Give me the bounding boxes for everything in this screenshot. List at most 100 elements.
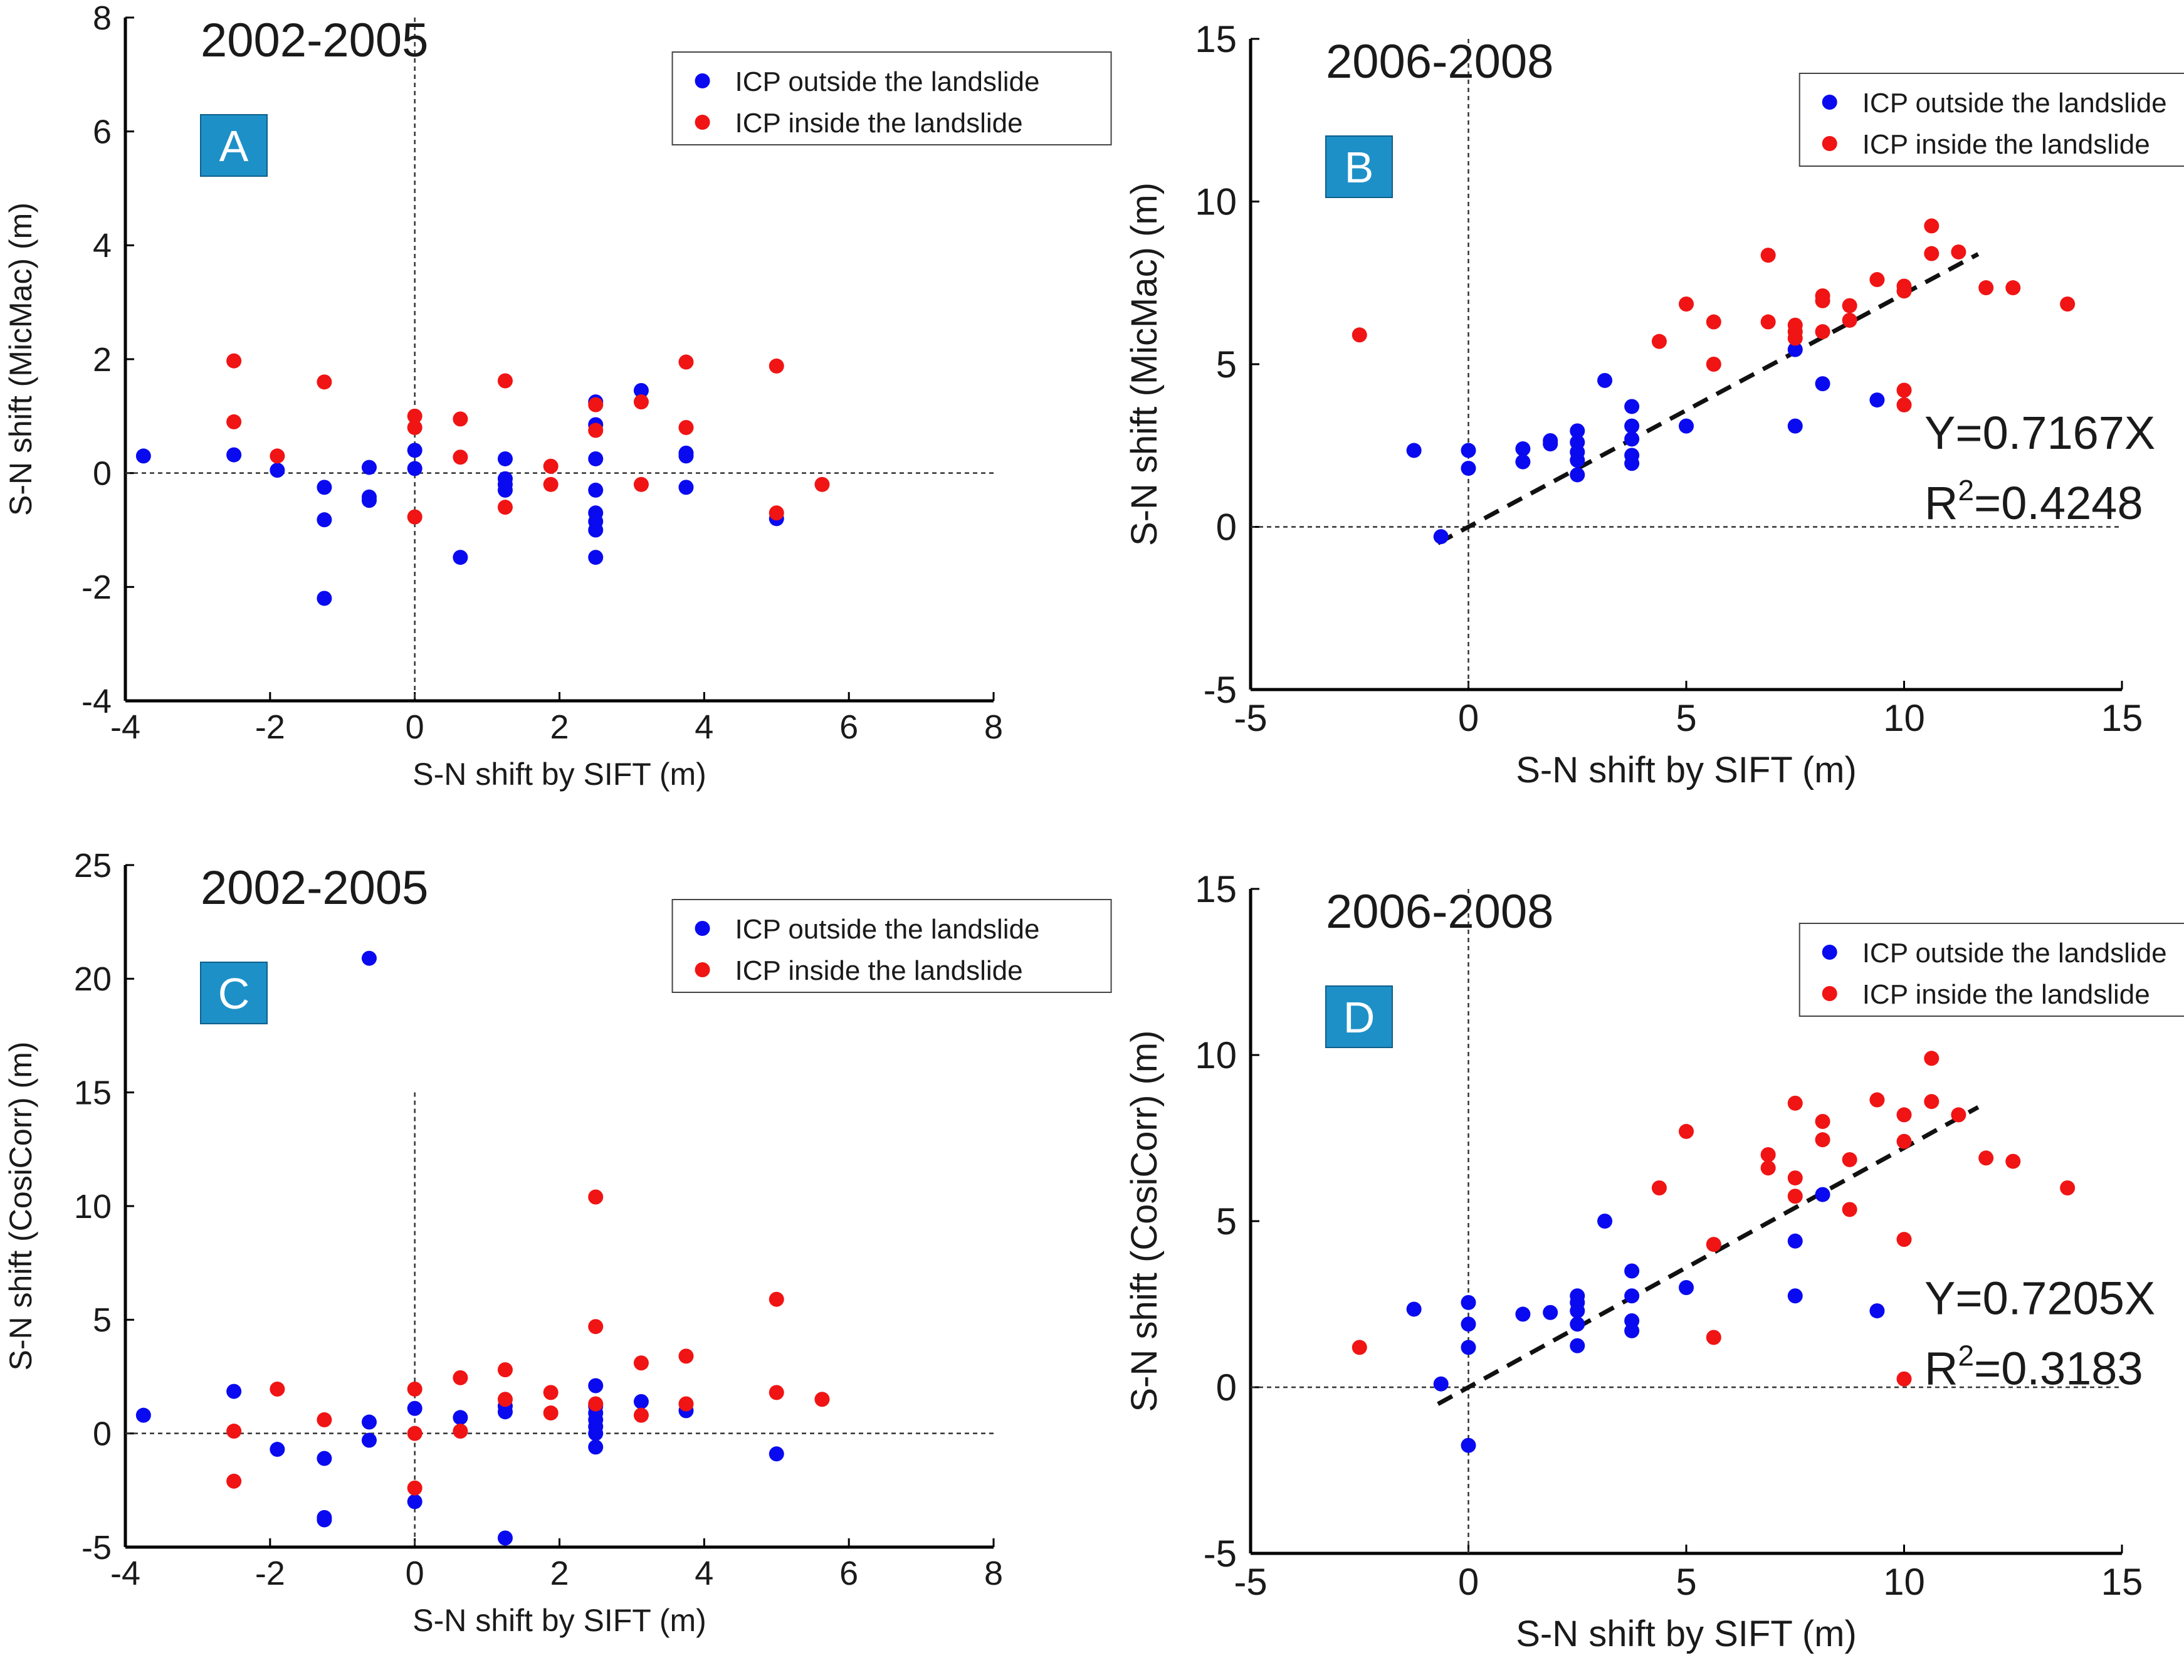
- point-outside: [588, 522, 604, 538]
- point-outside: [1597, 1214, 1613, 1229]
- point-inside: [1896, 1371, 1912, 1387]
- point-inside: [1706, 314, 1721, 330]
- y-tick-label: 8: [93, 0, 112, 37]
- point-inside: [1706, 357, 1721, 372]
- point-inside: [497, 1392, 513, 1407]
- point-outside: [1624, 399, 1640, 414]
- point-inside: [453, 1424, 468, 1439]
- panel-a: -4 -2 0 2 4 6 8 -4 -2 0 2 4 6 8 S-N shift by SIFT (m) S…: [3, 0, 1112, 792]
- point-inside: [633, 394, 649, 410]
- point-inside: [588, 1189, 604, 1205]
- y-tick-label: -5: [1204, 669, 1237, 711]
- legend-box: [1798, 923, 2184, 1017]
- panel-label-box: [1325, 135, 1393, 198]
- point-inside: [317, 374, 332, 390]
- x-axis-title: S-N shift by SIFT (m): [1516, 750, 1857, 790]
- point-inside: [1760, 1147, 1776, 1162]
- point-inside: [1869, 1092, 1885, 1108]
- point-outside: [317, 480, 332, 495]
- point-outside: [407, 1400, 423, 1416]
- point-inside: [1951, 244, 1966, 260]
- panel-label: B: [1345, 143, 1374, 192]
- y-axis-title: S-N shift (MicMac) (m): [1124, 182, 1165, 546]
- series-outside: [1406, 1187, 1885, 1453]
- point-outside: [678, 445, 694, 461]
- series-outside: [1406, 342, 1885, 545]
- legend-box: [671, 51, 1112, 145]
- y-tick-label: 0: [1216, 1367, 1237, 1409]
- point-outside: [497, 1404, 513, 1420]
- point-outside: [588, 1439, 604, 1455]
- point-outside: [361, 1432, 377, 1448]
- panel-label-box: [200, 114, 268, 177]
- y-tick-label: -5: [81, 1529, 112, 1567]
- point-outside: [497, 1530, 513, 1546]
- point-inside: [1978, 280, 1994, 296]
- point-outside: [1433, 1376, 1449, 1392]
- point-inside: [1924, 218, 1940, 234]
- legend: ICP outside the landslide ICP inside the …: [671, 51, 1112, 145]
- point-outside: [1406, 443, 1422, 458]
- legend-marker-inside: [1822, 986, 1837, 1001]
- legend-label: ICP outside the landslide: [1862, 938, 2167, 969]
- r-squared: R2=0.4248: [1924, 474, 2143, 529]
- point-inside: [1815, 1132, 1830, 1148]
- point-outside: [1869, 1303, 1885, 1319]
- point-inside: [1978, 1150, 1994, 1166]
- legend: ICP outside the landslide ICP inside the …: [1798, 73, 2184, 167]
- point-outside: [588, 1425, 604, 1441]
- legend-label: ICP outside the landslide: [735, 914, 1040, 945]
- point-outside: [1869, 392, 1885, 408]
- point-inside: [1951, 1107, 1966, 1123]
- x-tick-label: 6: [839, 708, 858, 746]
- point-outside: [1624, 456, 1640, 471]
- point-inside: [588, 423, 604, 438]
- point-inside: [543, 476, 559, 492]
- point-outside: [1597, 372, 1613, 388]
- y-tick-label: 0: [93, 455, 112, 493]
- point-inside: [2005, 1153, 2021, 1169]
- point-inside: [226, 1473, 242, 1489]
- point-outside: [1570, 1316, 1585, 1332]
- legend-label: ICP inside the landslide: [1862, 129, 2150, 160]
- point-outside: [1815, 376, 1830, 392]
- point-inside: [1869, 272, 1885, 288]
- point-inside: [270, 448, 285, 464]
- x-tick-label: -2: [255, 1555, 285, 1592]
- y-tick-label: -4: [81, 683, 112, 720]
- x-tick-label: -5: [1234, 1561, 1267, 1603]
- point-inside: [769, 358, 784, 374]
- y-tick-label: 4: [93, 227, 112, 265]
- legend: ICP outside the landslide ICP inside the …: [1798, 923, 2184, 1017]
- x-tick-label: 10: [1883, 1561, 1925, 1603]
- point-inside: [543, 1385, 559, 1400]
- x-tick-label: 6: [839, 1555, 858, 1592]
- x-tick-label: 0: [1458, 697, 1479, 739]
- point-inside: [769, 1385, 784, 1400]
- point-outside: [1787, 418, 1803, 434]
- y-tick-label: 15: [74, 1074, 112, 1112]
- point-outside: [1624, 1288, 1640, 1304]
- point-inside: [1896, 382, 1912, 398]
- point-inside: [1706, 1330, 1721, 1345]
- x-tick-label: 8: [984, 708, 1003, 746]
- point-inside: [814, 476, 830, 492]
- point-outside: [1679, 1280, 1694, 1295]
- x-tick-label: 0: [406, 1555, 424, 1592]
- point-outside: [226, 447, 242, 463]
- point-inside: [226, 414, 242, 429]
- y-tick-label: 5: [93, 1301, 112, 1339]
- point-outside: [633, 1394, 649, 1409]
- x-tick-label: 15: [2101, 1561, 2143, 1603]
- point-outside: [1461, 1316, 1476, 1332]
- point-outside: [1787, 1288, 1803, 1304]
- series-inside: [226, 1189, 830, 1496]
- y-tick-label: -5: [1204, 1533, 1237, 1575]
- point-outside: [407, 1494, 423, 1509]
- point-outside: [678, 480, 694, 495]
- point-outside: [1679, 418, 1694, 434]
- point-inside: [678, 354, 694, 370]
- legend-marker-inside: [695, 962, 710, 977]
- point-inside: [1896, 397, 1912, 412]
- series-inside: [226, 353, 830, 525]
